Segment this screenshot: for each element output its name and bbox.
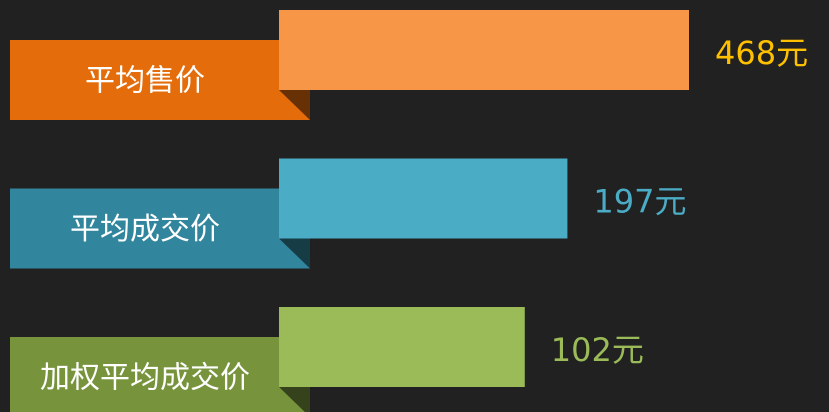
- ribbon: [10, 188, 310, 269]
- category-label: 加权平均成交价: [40, 361, 250, 396]
- category-label: 平均成交价: [70, 212, 220, 247]
- category-label: 平均售价: [85, 64, 205, 99]
- ribbon: [10, 40, 310, 120]
- value-label: 102元: [551, 331, 644, 369]
- value-label: 197元: [593, 183, 686, 221]
- ribbon-fold: [279, 387, 310, 412]
- ribbon: [10, 337, 310, 412]
- ribbon-fold: [279, 238, 310, 269]
- ribbon-fold: [279, 90, 310, 120]
- value-label: 468元: [715, 34, 808, 72]
- bar: [279, 158, 568, 239]
- bar: [279, 307, 525, 387]
- bar: [279, 10, 689, 90]
